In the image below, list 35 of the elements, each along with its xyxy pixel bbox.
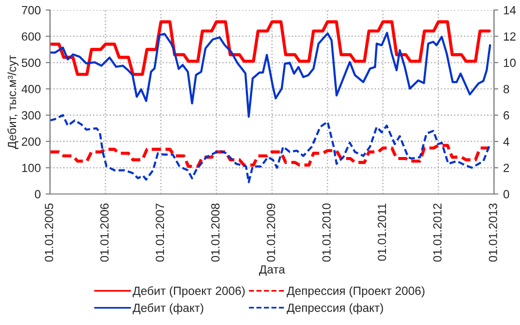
x-tick-label: 01.01.2012	[433, 204, 442, 262]
y-tick-label: 200	[22, 137, 41, 146]
line-series	[50, 114, 492, 184]
x-tick-label: 01.01.2011	[378, 204, 386, 261]
x-tick-label: 01.01.2007	[156, 204, 164, 262]
line-series	[50, 144, 491, 168]
x-tick-label: 01.01.2009	[266, 204, 276, 262]
y2-tick-label: 14	[504, 6, 516, 14]
legend-label: Дебит (факт)	[132, 303, 204, 314]
y-tick-label: 600	[22, 32, 41, 41]
x-tick-label: 01.01.2008	[211, 204, 220, 262]
line-series	[50, 32, 492, 118]
legend-label: Депрессия (факт)	[286, 303, 383, 314]
line-series	[50, 20, 491, 76]
y-tick-label: 0	[34, 190, 41, 198]
x-tick-label: 01.01.2005	[44, 204, 54, 262]
x-tick-label: 01.01.2006	[100, 204, 109, 262]
legend-label: Депрессия (Проект 2006)	[286, 286, 424, 298]
legend-label: Дебит (Проект 2006)	[132, 286, 245, 298]
y2-tick-label: 12	[504, 32, 516, 41]
x-tick-label: 01.01.2013	[488, 204, 498, 262]
x-tick-label: 01.01.2010	[322, 203, 331, 262]
x-axis-title: Дата	[259, 265, 286, 276]
y-axis-title: Дебит, тыс.м³/сут	[7, 55, 18, 149]
y-tick-label: 300	[22, 111, 41, 120]
y2-tick-label: 2	[504, 164, 509, 172]
y2-tick-label: 0	[503, 190, 510, 198]
y-tick-label: 400	[22, 84, 41, 94]
y2-tick-label: 4	[503, 138, 510, 146]
y-tick-label: 700	[22, 6, 41, 14]
y2-tick-label: 8	[504, 84, 510, 94]
y2-tick-label: 10	[504, 58, 516, 67]
y-tick-label: 500	[22, 58, 41, 67]
y2-tick-label: 6	[504, 111, 510, 120]
y-tick-label: 100	[22, 164, 41, 172]
